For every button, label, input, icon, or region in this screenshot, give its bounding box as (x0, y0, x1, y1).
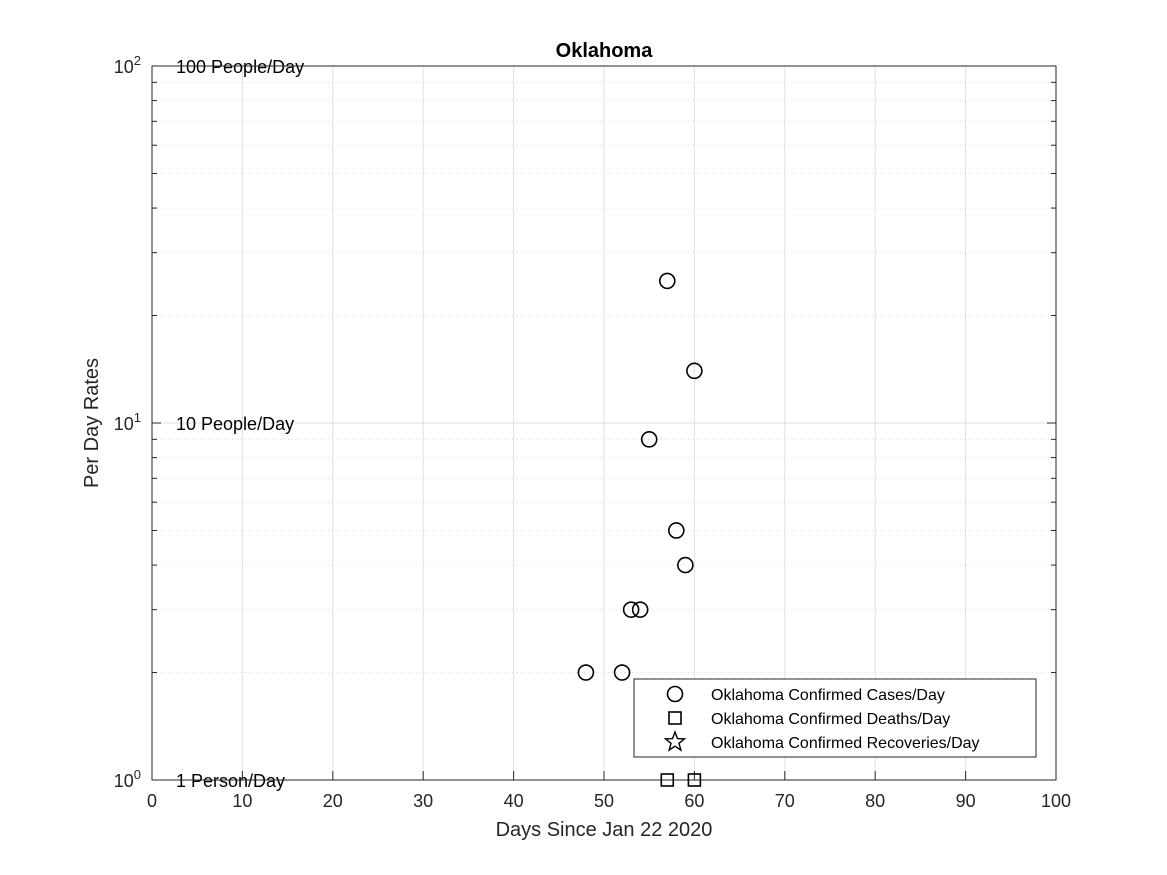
square-data-point (687, 773, 702, 787)
legend-square-marker (668, 711, 682, 725)
square-data-point (660, 773, 675, 787)
y-axis-label: Per Day Rates (81, 358, 103, 488)
ticks: 0 10 20 30 40 50 60 70 80 90 100 100 101 102 (114, 53, 1071, 811)
x-tick-label: 0 (147, 791, 157, 811)
x-tick-label: 80 (865, 791, 885, 811)
chart-title: Oklahoma (556, 40, 654, 62)
x-tick-label: 50 (594, 791, 614, 811)
circle-data-point (668, 522, 685, 539)
grid (152, 66, 1056, 780)
axes-box (151, 65, 1057, 781)
legend-entry-label: Oklahoma Confirmed Cases/Day (711, 687, 945, 704)
circle-data-point (658, 272, 676, 290)
x-tick-label: 10 (232, 791, 252, 811)
legend-star-marker (663, 730, 687, 752)
circle-data-point (577, 664, 595, 681)
circle-data-point (677, 556, 694, 574)
circle-data-point (613, 664, 631, 681)
y-tick-label: 100 (114, 767, 141, 791)
legend-entry-label: Oklahoma Confirmed Recoveries/Day (711, 735, 980, 752)
x-tick-label: 100 (1041, 791, 1071, 811)
legend-circle-marker (666, 685, 684, 703)
y-tick-label: 102 (114, 53, 141, 77)
reference-annotation: 100 People/Day (176, 57, 304, 77)
x-tick-label: 40 (504, 791, 524, 811)
x-tick-label: 90 (956, 791, 976, 811)
x-tick-label: 70 (775, 791, 795, 811)
data-markers (577, 272, 703, 787)
legend: Oklahoma Confirmed Cases/Day Oklahoma Con… (633, 678, 1037, 758)
x-axis-label: Days Since Jan 22 2020 (496, 819, 713, 841)
circle-data-point (686, 362, 703, 380)
circle-data-point (631, 601, 649, 618)
legend-entry-label: Oklahoma Confirmed Deaths/Day (711, 711, 950, 728)
circle-data-point (622, 601, 640, 618)
annotations: 100 People/Day 10 People/Day 1 Person/Day (176, 57, 304, 791)
legend-box (633, 678, 1037, 758)
x-tick-label: 30 (413, 791, 433, 811)
y-tick-label: 101 (114, 410, 141, 434)
reference-annotation: 10 People/Day (176, 414, 294, 434)
reference-annotation: 1 Person/Day (176, 771, 285, 791)
x-tick-label: 60 (684, 791, 704, 811)
x-tick-label: 20 (323, 791, 343, 811)
axes (151, 65, 1057, 781)
circle-data-point (640, 431, 658, 448)
